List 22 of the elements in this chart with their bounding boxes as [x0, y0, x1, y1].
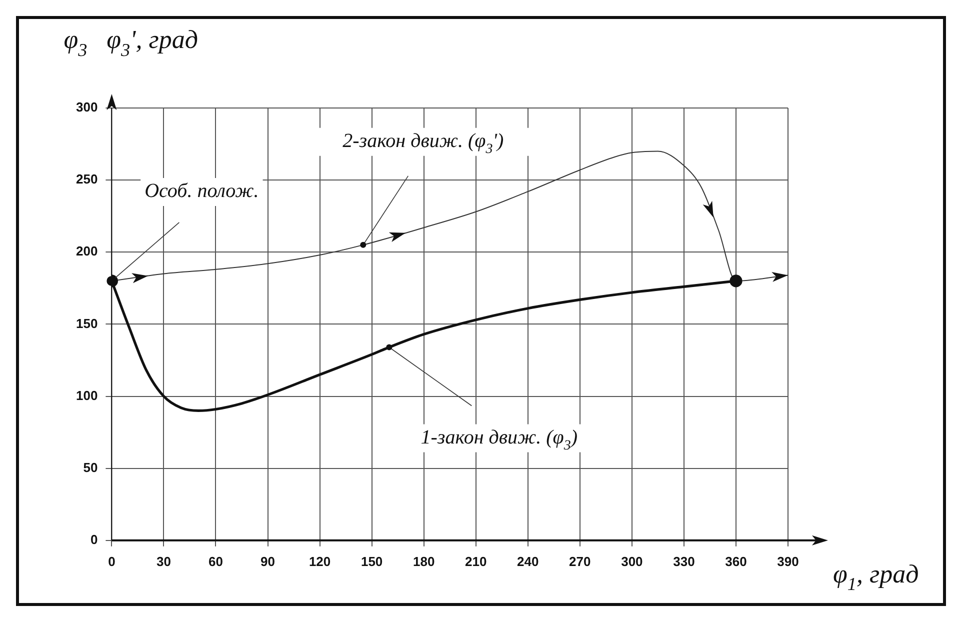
- annotation: Особ. полож.: [144, 180, 259, 202]
- y-tick-label: 50: [83, 460, 98, 475]
- y-tick-label: 0: [90, 532, 98, 547]
- x-tick-label: 150: [360, 554, 383, 569]
- x-tick-label: 0: [108, 554, 116, 569]
- x-tick-label: 120: [308, 554, 331, 569]
- x-tick-label: 180: [412, 554, 435, 569]
- x-tick-label: 210: [465, 554, 487, 569]
- x-tick-label: 360: [725, 554, 747, 569]
- x-tick-label: 270: [569, 554, 591, 569]
- x-tick-label: 300: [621, 554, 643, 569]
- x-tick-label: 90: [260, 554, 275, 569]
- x-tick-label: 30: [156, 554, 171, 569]
- x-tick-label: 240: [517, 554, 539, 569]
- y-tick-label: 200: [76, 244, 98, 259]
- y-tick-label: 300: [76, 100, 98, 115]
- x-tick-label: 60: [208, 554, 223, 569]
- y-tick-label: 100: [76, 388, 98, 403]
- y-tick-label: 150: [76, 316, 98, 331]
- y-tick-label: 250: [76, 172, 98, 187]
- x-tick-label: 330: [673, 554, 695, 569]
- x-tick-label: 390: [777, 554, 799, 569]
